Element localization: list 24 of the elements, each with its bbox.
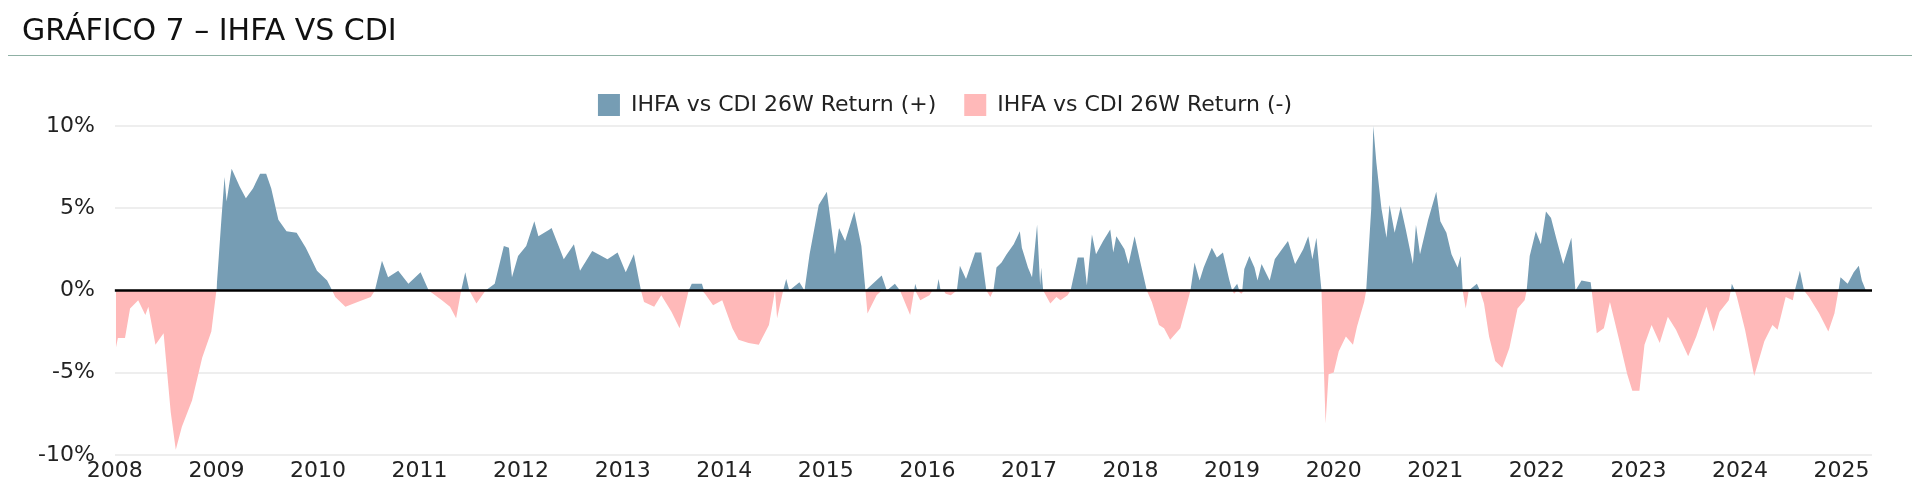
y-tick-label: 10% <box>45 111 95 137</box>
x-tick-label: 2009 <box>188 456 245 482</box>
chart-title: GRÁFICO 7 – IHFA VS CDI <box>8 8 1912 56</box>
x-tick-label: 2015 <box>797 456 854 482</box>
x-tick-label: 2024 <box>1711 456 1768 482</box>
x-tick-label: 2013 <box>594 456 651 482</box>
x-tick-label: 2018 <box>1102 456 1159 482</box>
x-tick-label: 2023 <box>1610 456 1667 482</box>
x-tick-label: 2012 <box>493 456 550 482</box>
y-tick-label: 0% <box>59 276 95 302</box>
legend-label: IHFA vs CDI 26W Return (-) <box>997 90 1293 116</box>
y-tick-label: -5% <box>51 358 95 384</box>
legend-label: IHFA vs CDI 26W Return (+) <box>630 90 937 116</box>
x-tick-label: 2019 <box>1204 456 1261 482</box>
x-tick-label: 2010 <box>289 456 346 482</box>
x-tick-label: 2016 <box>899 456 956 482</box>
x-tick-label: 2025 <box>1813 456 1870 482</box>
x-tick-label: 2017 <box>1000 456 1057 482</box>
x-tick-label: 2020 <box>1305 456 1362 482</box>
y-tick-label: 5% <box>59 193 95 219</box>
x-tick-label: 2014 <box>696 456 753 482</box>
x-tick-label: 2021 <box>1407 456 1464 482</box>
x-tick-label: 2011 <box>391 456 448 482</box>
x-tick-label: 2022 <box>1508 456 1565 482</box>
